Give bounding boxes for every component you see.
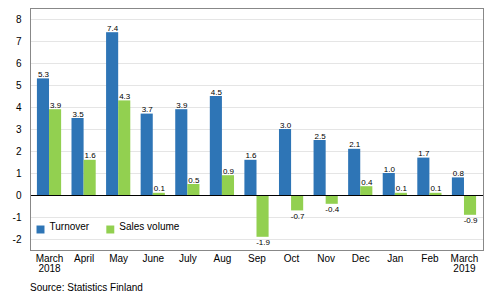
svg-text:0.1: 0.1 bbox=[430, 184, 442, 193]
svg-text:7: 7 bbox=[16, 36, 22, 47]
svg-text:3.7: 3.7 bbox=[142, 105, 154, 114]
svg-text:Turnover: Turnover bbox=[50, 221, 90, 232]
svg-text:0: 0 bbox=[16, 190, 22, 201]
svg-text:0.9: 0.9 bbox=[223, 167, 235, 176]
svg-text:0.1: 0.1 bbox=[154, 184, 166, 193]
svg-text:Feb: Feb bbox=[421, 253, 439, 264]
svg-text:Sep: Sep bbox=[248, 253, 266, 264]
svg-text:Jan: Jan bbox=[387, 253, 403, 264]
svg-text:1.6: 1.6 bbox=[85, 151, 97, 160]
svg-text:May: May bbox=[109, 253, 128, 264]
svg-text:Nov: Nov bbox=[317, 253, 335, 264]
svg-text:7.4: 7.4 bbox=[107, 24, 119, 33]
svg-text:0.4: 0.4 bbox=[361, 178, 373, 187]
svg-text:3.0: 3.0 bbox=[280, 121, 292, 130]
svg-text:1.6: 1.6 bbox=[245, 151, 257, 160]
svg-text:1: 1 bbox=[16, 168, 22, 179]
svg-text:3.5: 3.5 bbox=[72, 110, 84, 119]
svg-text:-1: -1 bbox=[13, 212, 22, 223]
svg-text:-0.4: -0.4 bbox=[325, 205, 339, 214]
svg-text:July: July bbox=[179, 253, 197, 264]
svg-text:-0.9: -0.9 bbox=[464, 216, 478, 225]
svg-text:5: 5 bbox=[16, 80, 22, 91]
svg-text:1.0: 1.0 bbox=[384, 165, 396, 174]
svg-text:-2: -2 bbox=[13, 234, 22, 245]
svg-text:Dec: Dec bbox=[352, 253, 370, 264]
svg-text:Oct: Oct bbox=[284, 253, 300, 264]
svg-text:1.7: 1.7 bbox=[418, 149, 430, 158]
svg-text:5.3: 5.3 bbox=[38, 70, 50, 79]
svg-text:2.1: 2.1 bbox=[349, 140, 361, 149]
svg-text:6: 6 bbox=[16, 58, 22, 69]
svg-text:4.3: 4.3 bbox=[119, 92, 131, 101]
svg-text:Sales volume: Sales volume bbox=[119, 221, 179, 232]
svg-text:2: 2 bbox=[16, 146, 22, 157]
svg-text:0.5: 0.5 bbox=[188, 176, 200, 185]
svg-text:June: June bbox=[142, 253, 164, 264]
svg-text:March2018: March2018 bbox=[36, 253, 64, 274]
svg-text:April: April bbox=[74, 253, 94, 264]
svg-text:0.1: 0.1 bbox=[396, 184, 408, 193]
svg-text:-1.9: -1.9 bbox=[256, 238, 270, 247]
svg-text:3: 3 bbox=[16, 124, 22, 135]
svg-text:4.5: 4.5 bbox=[211, 88, 223, 97]
svg-text:8: 8 bbox=[16, 14, 22, 25]
svg-text:Aug: Aug bbox=[214, 253, 232, 264]
svg-text:0.8: 0.8 bbox=[453, 169, 465, 178]
svg-text:2.5: 2.5 bbox=[315, 132, 327, 141]
html-text:Source: Statistics Finland: Source: Statistics Finland bbox=[30, 282, 143, 293]
svg-text:4: 4 bbox=[16, 102, 22, 113]
svg-text:-0.7: -0.7 bbox=[291, 212, 305, 221]
svg-text:3.9: 3.9 bbox=[50, 101, 62, 110]
svg-text:3.9: 3.9 bbox=[176, 101, 188, 110]
svg-text:March2019: March2019 bbox=[451, 253, 479, 274]
